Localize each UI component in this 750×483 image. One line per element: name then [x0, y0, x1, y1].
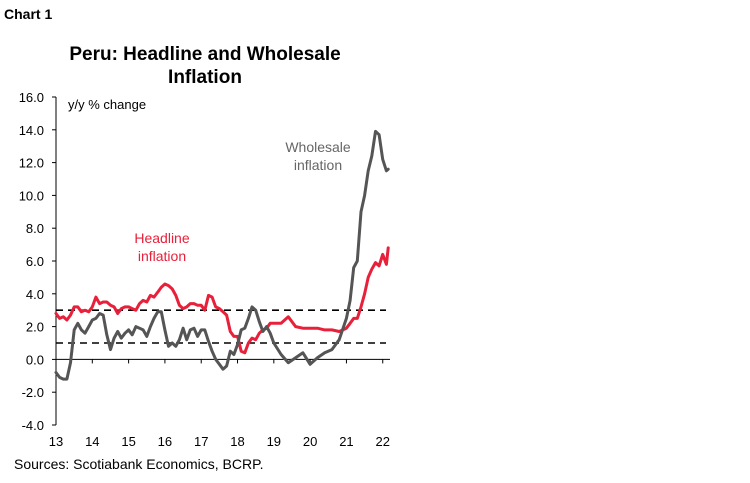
y-axis-label: y/y % change	[68, 97, 146, 112]
chart-title-line2: Inflation	[168, 67, 242, 88]
x-tick-label: 18	[230, 434, 244, 449]
x-tick-label: 17	[194, 434, 208, 449]
chart-title-line1: Peru: Headline and Wholesale	[69, 44, 341, 65]
sources-note: Sources: Scotiabank Economics, BCRP.	[14, 456, 264, 472]
y-tick-label: 6.0	[26, 254, 44, 269]
y-tick-label: 4.0	[26, 287, 44, 302]
y-tick-label: -2.0	[22, 385, 44, 400]
y-tick-label: 2.0	[26, 320, 44, 335]
x-tick-label: 20	[303, 434, 317, 449]
y-tick-label: 8.0	[26, 221, 44, 236]
wholesale-series-label-line1: Wholesale	[285, 139, 351, 155]
x-tick-label: 19	[267, 434, 281, 449]
y-tick-label: 16.0	[19, 90, 44, 105]
y-tick-label: 14.0	[19, 123, 44, 138]
x-tick-label: 21	[339, 434, 353, 449]
headline-series-line	[54, 246, 390, 355]
headline-series-label-line2: inflation	[138, 248, 186, 264]
y-tick-label: 10.0	[19, 188, 44, 203]
headline-series-label-line1: Headline	[134, 230, 189, 246]
y-tick-label: -4.0	[22, 418, 44, 433]
wholesale-series-line	[54, 129, 390, 381]
chart-label: Chart 1	[4, 6, 53, 22]
x-tick-label: 13	[49, 434, 63, 449]
x-tick-label: 14	[85, 434, 99, 449]
y-tick-label: 0.0	[26, 352, 44, 367]
wholesale-series-label-line2: inflation	[294, 157, 342, 173]
x-tick-label: 16	[158, 434, 172, 449]
x-tick-label: 22	[376, 434, 390, 449]
x-tick-label: 15	[121, 434, 135, 449]
y-tick-label: 12.0	[19, 156, 44, 171]
